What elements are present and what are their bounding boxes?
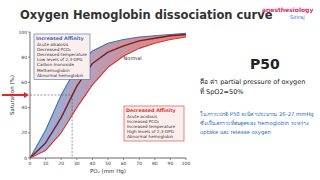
y-tick (28, 57, 30, 58)
curve (30, 37, 186, 158)
factor-item: Abnormal hemoglobin (37, 73, 84, 78)
x-tick (61, 158, 62, 160)
y-tick (28, 32, 30, 33)
factor-box (34, 34, 90, 79)
panel-note: ในภาวะปกติ P50 จะมีค่าประมาณ 26-27 mmHg (200, 111, 314, 118)
background (0, 0, 320, 180)
x-tick-label: 40 (90, 161, 96, 166)
x-tick (108, 158, 109, 160)
x-tick (45, 158, 46, 160)
p50-arrowhead (24, 92, 29, 98)
x-tick (139, 158, 140, 160)
y-tick (28, 158, 30, 159)
y-tick (28, 132, 30, 133)
curve-label: Normal (124, 55, 142, 61)
slide-title: Oxygen Hemoglobin dissociation curve (20, 8, 273, 22)
x-tick-label: 100 (182, 161, 191, 166)
y-tick-label: 0 (24, 156, 27, 161)
logo-text: Siriraj (290, 14, 305, 21)
x-tick-label: 60 (121, 161, 127, 166)
x-tick (123, 158, 124, 160)
y-tick-label: 100 (18, 30, 27, 35)
x-tick-label: 30 (74, 161, 80, 166)
x-tick (154, 158, 155, 160)
y-tick (28, 82, 30, 83)
affinity-band (30, 33, 186, 158)
panel-note: ซึ่งเป็นสภาวะที่สมดุลของ hemoglobin ระหว… (200, 119, 309, 127)
panel-definition: คือ ค่า partial pressure of oxygen (200, 78, 305, 86)
factor-item: Abnormal hemoglobin (127, 134, 174, 139)
factor-box (124, 106, 184, 141)
x-tick-label: 50 (105, 161, 111, 166)
curve (30, 33, 186, 158)
y-tick (28, 107, 30, 108)
panel-definition: ที่ SpO2=50% (200, 87, 243, 96)
logo-text: anesthesiology (262, 6, 313, 14)
plot-area (30, 33, 186, 158)
y-tick-label: 60 (21, 80, 27, 85)
p50-reference (30, 95, 72, 158)
x-tick-label: 20 (58, 161, 64, 166)
x-tick-label: 70 (136, 161, 142, 166)
curve (30, 35, 186, 158)
y-tick-label: 40 (21, 105, 27, 110)
x-tick (170, 158, 171, 160)
x-tick-label: 80 (152, 161, 158, 166)
y-tick-label: 80 (21, 55, 27, 60)
p50-arrow (2, 94, 25, 96)
x-tick-label: 0 (29, 161, 32, 166)
panel-heading: P50 (250, 56, 280, 72)
x-tick (76, 158, 77, 160)
x-tick-label: 10 (43, 161, 49, 166)
slide: Oxygen Hemoglobin dissociation curveanes… (0, 0, 320, 180)
y-tick-label: 20 (21, 130, 27, 135)
x-tick-label: 90 (168, 161, 174, 166)
x-tick (186, 158, 187, 160)
panel-note: uptake และ release oxygen (200, 129, 271, 136)
x-axis-label: PO₂ (mm Hg) (90, 168, 126, 175)
x-tick (92, 158, 93, 160)
